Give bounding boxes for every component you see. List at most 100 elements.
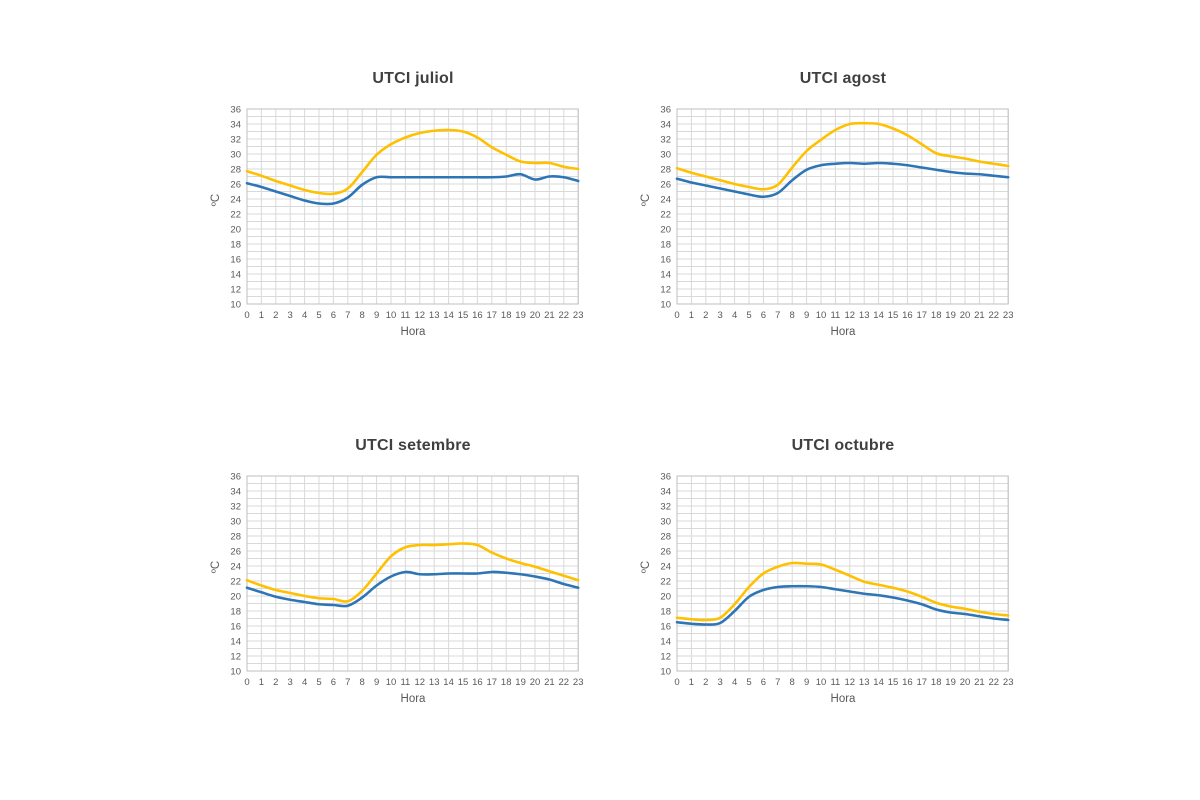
chart-title: UTCI octubre xyxy=(791,437,895,454)
x-axis-label: Hora xyxy=(830,693,856,705)
svg-text:22: 22 xyxy=(230,209,241,220)
chart-title: UTCI agost xyxy=(799,70,887,87)
svg-text:8: 8 xyxy=(360,677,365,688)
svg-text:2: 2 xyxy=(703,310,708,321)
svg-text:7: 7 xyxy=(775,310,780,321)
x-axis-label: Hora xyxy=(400,326,426,338)
x-tick-labels: 0 1 2 3 4 5 6 7 8 9 10 11 12 13 14 15 16 17 18 19 20 21 22 23 xyxy=(674,677,1013,688)
svg-text:10: 10 xyxy=(660,666,671,677)
svg-text:22: 22 xyxy=(559,310,570,321)
svg-text:10: 10 xyxy=(386,310,397,321)
svg-text:18: 18 xyxy=(501,310,512,321)
svg-text:9: 9 xyxy=(804,310,809,321)
svg-text:24: 24 xyxy=(660,561,671,572)
plot-border xyxy=(246,475,579,672)
y-tick-labels: 10 12 14 16 18 20 22 24 26 28 30 32 34 36 xyxy=(660,104,671,310)
svg-text:18: 18 xyxy=(931,310,942,321)
svg-text:0: 0 xyxy=(244,677,249,688)
svg-text:32: 32 xyxy=(230,134,241,145)
svg-text:16: 16 xyxy=(902,677,913,688)
series-line-yellow xyxy=(245,128,580,196)
svg-text:1: 1 xyxy=(689,677,694,688)
svg-text:24: 24 xyxy=(230,194,241,205)
svg-text:17: 17 xyxy=(487,310,498,321)
chart-panel-juliol: UTCI juliol ºC 10 12 14 16 18 20 22 24 26 28 30 32 3… xyxy=(200,66,600,366)
svg-text:21: 21 xyxy=(974,677,985,688)
svg-text:13: 13 xyxy=(429,310,440,321)
svg-text:3: 3 xyxy=(718,677,723,688)
svg-text:24: 24 xyxy=(660,194,671,205)
svg-text:36: 36 xyxy=(660,471,671,482)
svg-text:11: 11 xyxy=(830,677,840,688)
svg-text:4: 4 xyxy=(302,310,307,321)
svg-text:10: 10 xyxy=(816,310,827,321)
svg-text:12: 12 xyxy=(415,310,426,321)
svg-text:22: 22 xyxy=(559,677,570,688)
svg-text:16: 16 xyxy=(472,310,483,321)
svg-text:14: 14 xyxy=(443,677,454,688)
svg-text:1: 1 xyxy=(689,310,694,321)
svg-text:12: 12 xyxy=(660,284,671,295)
svg-text:20: 20 xyxy=(660,591,671,602)
svg-text:14: 14 xyxy=(230,269,241,280)
svg-text:24: 24 xyxy=(230,561,241,572)
svg-text:3: 3 xyxy=(288,677,293,688)
svg-text:32: 32 xyxy=(660,134,671,145)
svg-text:3: 3 xyxy=(718,310,723,321)
series-line-yellow xyxy=(245,542,580,603)
series-line-yellow xyxy=(675,561,1010,622)
chart-panel-setembre: UTCI setembre ºC 10 12 14 16 18 20 22 24 26 28 30 3… xyxy=(200,433,600,733)
series-line-blue xyxy=(675,584,1010,626)
svg-text:13: 13 xyxy=(859,310,870,321)
svg-text:12: 12 xyxy=(845,310,856,321)
svg-text:14: 14 xyxy=(660,636,671,647)
svg-text:18: 18 xyxy=(931,677,942,688)
svg-text:26: 26 xyxy=(660,546,671,557)
gridlines xyxy=(676,475,1009,672)
svg-text:6: 6 xyxy=(761,677,766,688)
x-axis-label: Hora xyxy=(400,693,426,705)
svg-text:20: 20 xyxy=(530,677,541,688)
svg-text:32: 32 xyxy=(230,501,241,512)
chart-panel-agost: UTCI agost ºC 10 12 14 16 18 20 22 24 26 28 30 32 34… xyxy=(630,66,1030,366)
svg-text:32: 32 xyxy=(660,501,671,512)
svg-text:14: 14 xyxy=(873,310,884,321)
svg-text:26: 26 xyxy=(230,546,241,557)
svg-text:34: 34 xyxy=(230,486,241,497)
svg-text:30: 30 xyxy=(660,149,671,160)
svg-text:4: 4 xyxy=(302,677,307,688)
svg-text:5: 5 xyxy=(316,310,321,321)
svg-text:21: 21 xyxy=(544,310,555,321)
svg-text:9: 9 xyxy=(374,677,379,688)
svg-text:16: 16 xyxy=(230,254,241,265)
svg-text:2: 2 xyxy=(273,310,278,321)
x-axis-label: Hora xyxy=(830,326,856,338)
svg-text:28: 28 xyxy=(230,164,241,175)
svg-text:23: 23 xyxy=(573,310,584,321)
svg-text:23: 23 xyxy=(573,677,584,688)
svg-text:20: 20 xyxy=(230,224,241,235)
gridlines xyxy=(246,108,579,305)
svg-text:14: 14 xyxy=(443,310,454,321)
svg-text:36: 36 xyxy=(230,104,241,115)
svg-text:26: 26 xyxy=(230,179,241,190)
svg-text:22: 22 xyxy=(230,576,241,587)
svg-text:17: 17 xyxy=(917,310,928,321)
svg-text:30: 30 xyxy=(660,516,671,527)
svg-text:19: 19 xyxy=(945,310,956,321)
svg-text:26: 26 xyxy=(660,179,671,190)
series-line-yellow xyxy=(675,121,1010,191)
svg-text:7: 7 xyxy=(345,677,350,688)
svg-text:12: 12 xyxy=(660,651,671,662)
svg-text:10: 10 xyxy=(386,677,397,688)
svg-text:23: 23 xyxy=(1003,677,1014,688)
svg-text:0: 0 xyxy=(244,310,249,321)
svg-text:36: 36 xyxy=(660,104,671,115)
svg-text:9: 9 xyxy=(804,677,809,688)
svg-text:10: 10 xyxy=(230,666,241,677)
svg-text:13: 13 xyxy=(859,677,870,688)
svg-text:16: 16 xyxy=(230,621,241,632)
